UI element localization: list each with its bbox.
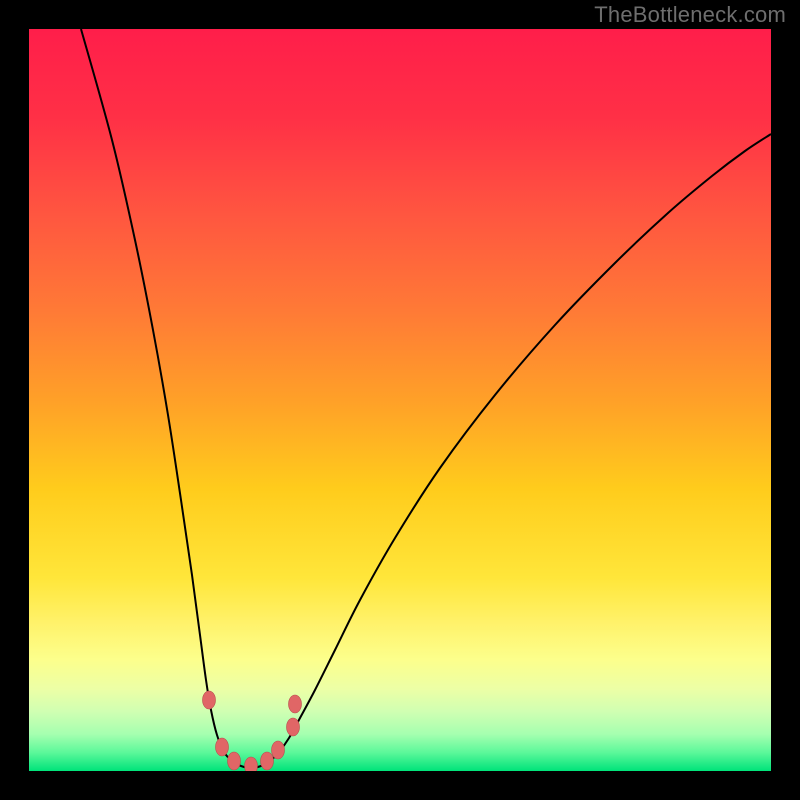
curve-marker — [287, 718, 300, 736]
plot-area — [29, 29, 771, 775]
curve-marker — [203, 691, 216, 709]
curve-marker — [216, 738, 229, 756]
curve-marker — [289, 695, 302, 713]
curve-marker — [261, 752, 274, 770]
chart-svg — [0, 0, 800, 800]
curve-marker — [228, 752, 241, 770]
chart-root: TheBottleneck.com — [0, 0, 800, 800]
watermark-label: TheBottleneck.com — [594, 2, 786, 28]
gradient-background — [29, 29, 771, 771]
curve-marker — [272, 741, 285, 759]
